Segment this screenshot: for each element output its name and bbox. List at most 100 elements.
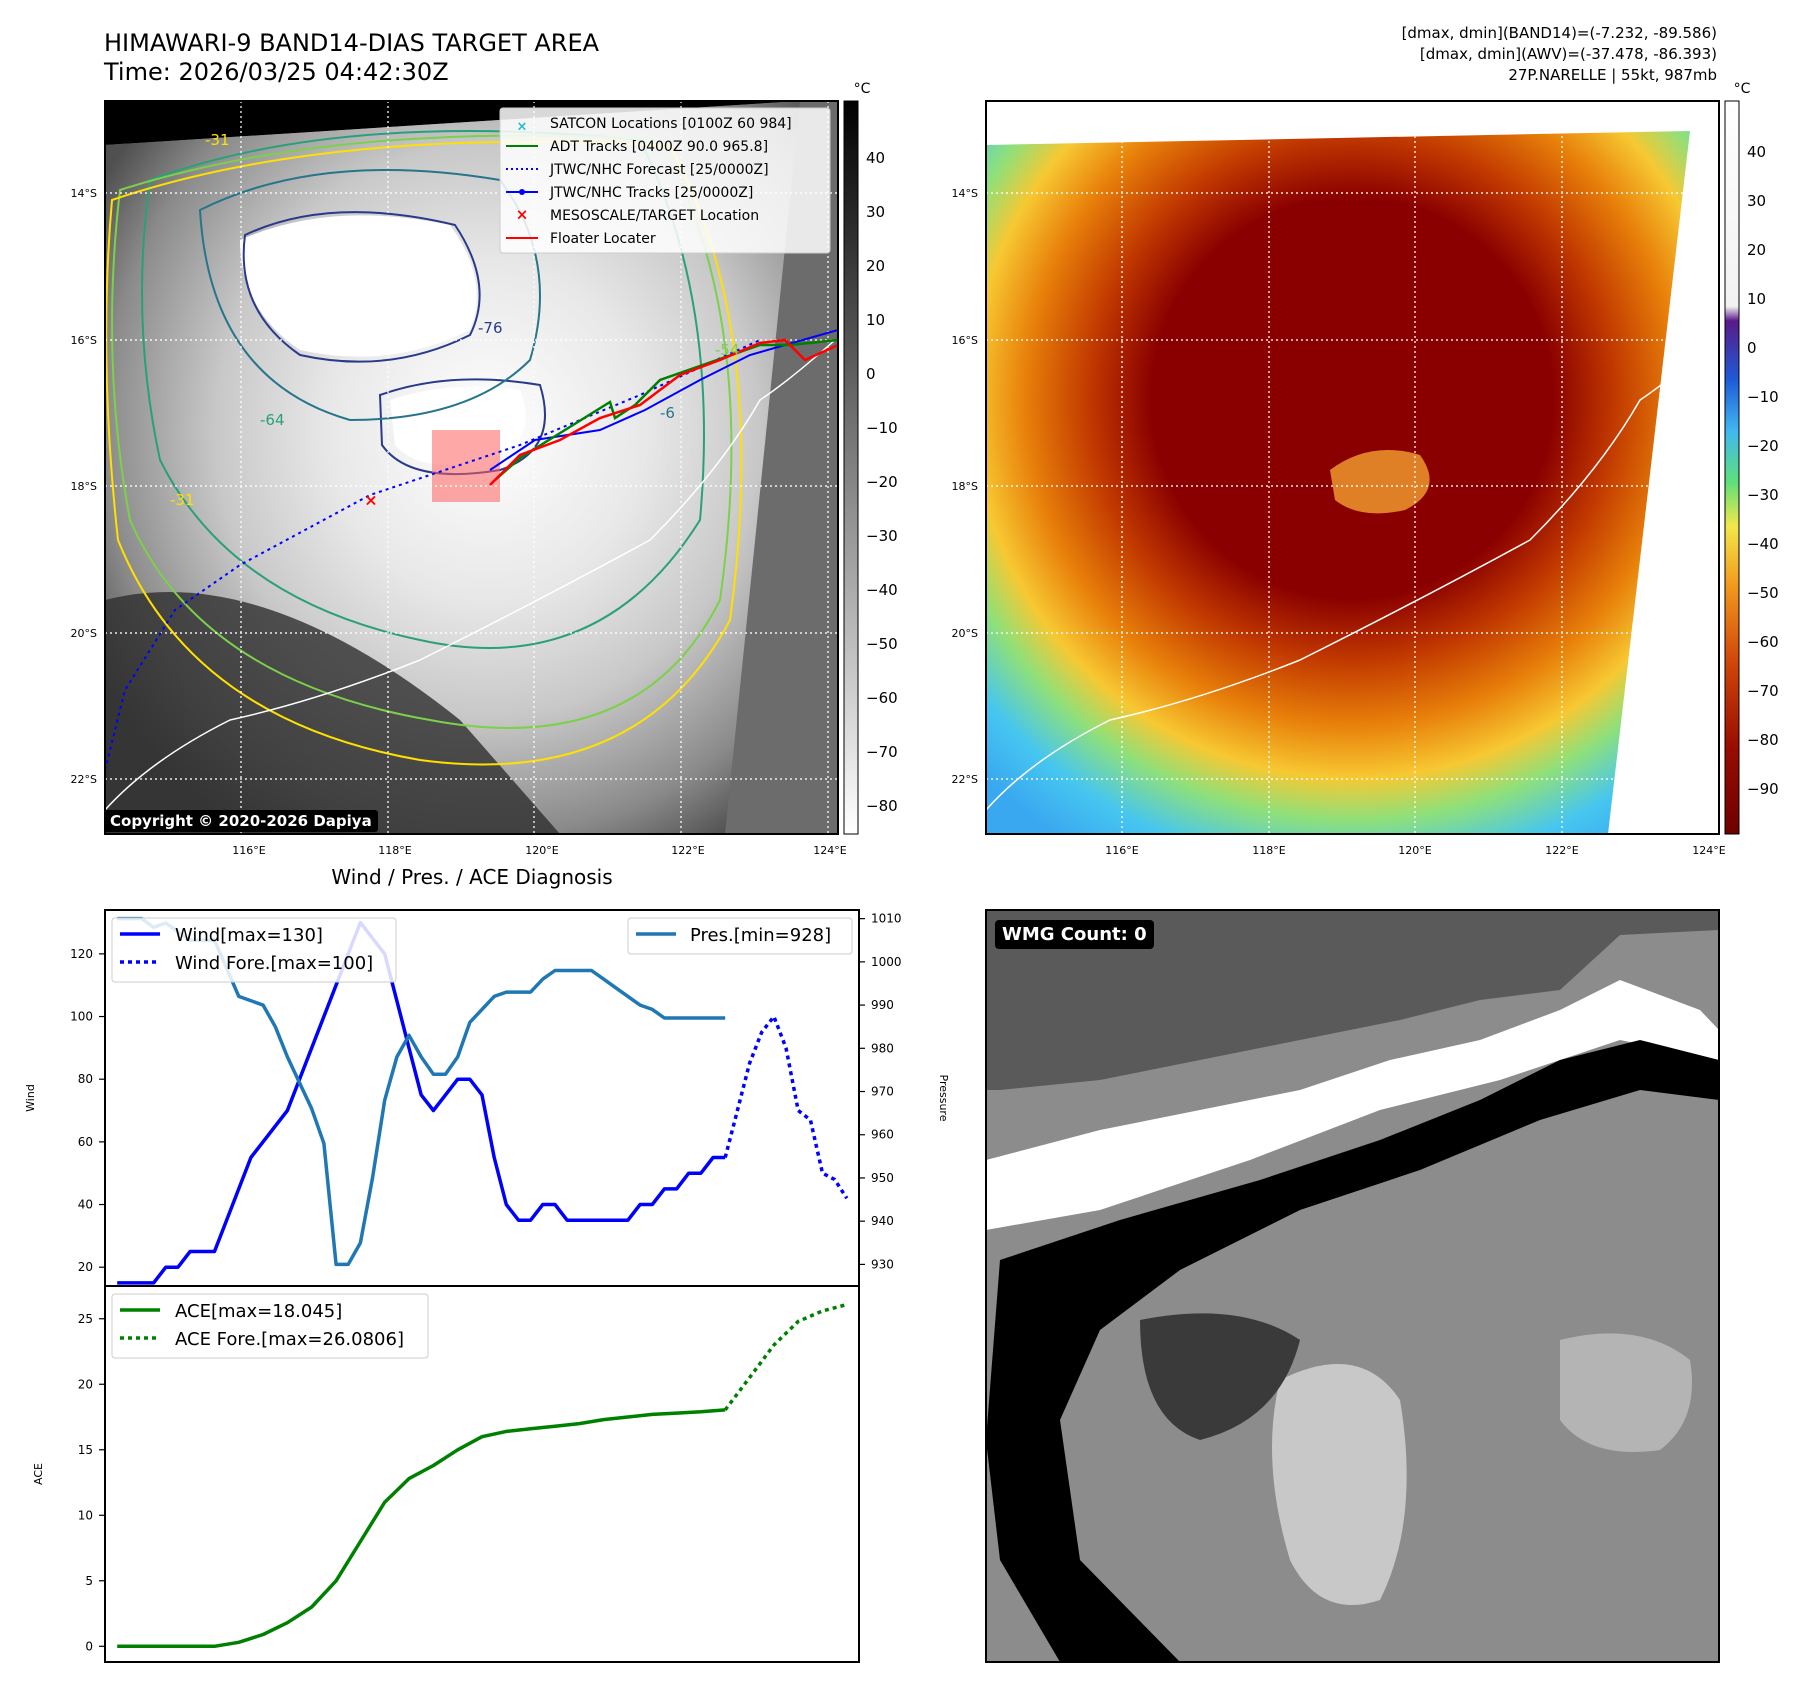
lon-label-124e: 124°E: [813, 844, 846, 857]
ace-line: [117, 1408, 726, 1649]
legend-adt: ADT Tracks [0400Z 90.0 965.8]: [550, 139, 768, 155]
pressure-legend: Pres.[min=928]: [627, 917, 853, 955]
left-cbar-tick-0: 0: [866, 365, 876, 383]
wind-axis-label: Wind: [24, 1084, 37, 1112]
lat-label-22s: 22°S: [71, 773, 97, 786]
left-cbar-tick-m80: −80: [866, 797, 898, 815]
right-cbar-tick-40: 40: [1747, 143, 1766, 161]
right-cbar-tick-0: 0: [1747, 339, 1757, 357]
legend-box: [499, 107, 831, 254]
right-lat-label-20s: 20°S: [952, 627, 978, 640]
legend-jtwc-tracks: JTWC/NHC Tracks [25/0000Z]: [549, 185, 753, 201]
right-cbar-tick-m10: −10: [1747, 388, 1779, 406]
right-coastline: [986, 339, 1717, 811]
right-cbar-tick-20: 20: [1747, 241, 1766, 259]
awv-map: [985, 100, 1720, 835]
right-colorbar-scale: [1724, 100, 1740, 835]
wind-legend: Wind[max=130] Wind Fore.[max=100]: [111, 917, 397, 983]
left-cbar-tick-m60: −60: [866, 689, 898, 707]
lon-label-116e: 116°E: [232, 844, 265, 857]
ace-legend-box: [111, 1293, 429, 1359]
ace-tick-label: 0: [85, 1639, 93, 1653]
ace-tick-label: 5: [85, 1574, 93, 1588]
lon-label-120e: 120°E: [525, 844, 558, 857]
ace-tick-label: 20: [78, 1377, 93, 1391]
band14-stats: [dmax, dmin](BAND14)=(-7.232, -89.586): [1402, 24, 1717, 42]
right-colorbar-ticks: 40 30 20 10 0 −10 −20 −30 −40 −50 −60 −7…: [1747, 143, 1779, 798]
ace-legend: ACE[max=18.045] ACE Fore.[max=26.0806]: [111, 1293, 429, 1359]
jtwc-best-track: [489, 329, 838, 471]
awv-stats: [dmax, dmin](AWV)=(-37.478, -86.393): [1420, 45, 1717, 63]
contour-label-6: -31: [170, 491, 195, 509]
lon-label-122e: 122°E: [671, 844, 704, 857]
right-map-frame: [985, 100, 1720, 835]
contour-label-4: -54: [715, 341, 740, 359]
contour-label-3: -64: [260, 411, 285, 429]
left-cbar-tick-m50: −50: [866, 635, 898, 653]
cold-cloud-top: [240, 215, 477, 357]
right-cbar-tick-m80: −80: [1747, 731, 1779, 749]
wind-tick-label: 40: [78, 1198, 93, 1212]
wmg-count-badge: WMG Count: 0: [995, 920, 1154, 949]
pressure-tick-label: 1000: [871, 955, 902, 969]
target-x-icon: ×: [516, 206, 529, 224]
legend-satcon: SATCON Locations [0100Z 60 984]: [550, 116, 792, 132]
right-lat-label-22s: 22°S: [952, 773, 978, 786]
pressure-tick-label: 980: [871, 1041, 894, 1055]
right-cbar-tick-10: 10: [1747, 290, 1766, 308]
pressure-tick-label: 970: [871, 1085, 894, 1099]
wmg-core-highlight: [1272, 1364, 1407, 1605]
ace-tick-label: 10: [78, 1508, 93, 1522]
left-colorbar-ticks: 40 30 20 10 0 −10 −20 −30 −40 −50 −60 −7…: [866, 149, 898, 815]
left-cbar-tick-m70: −70: [866, 743, 898, 761]
contour-cold: [242, 211, 481, 363]
clear-sky-area: [105, 592, 560, 834]
contour-label-5: -6: [660, 404, 675, 422]
wind-line: [117, 920, 726, 1285]
legend-mesoscale: MESOSCALE/TARGET Location: [550, 208, 759, 224]
adt-track: [494, 338, 838, 481]
right-map-lat-labels: 14°S 16°S 18°S 20°S 22°S: [952, 187, 978, 786]
lat-label-16s: 16°S: [71, 334, 97, 347]
mesoscale-target-marker: ×: [364, 491, 377, 510]
left-cbar-tick-10: 10: [866, 311, 885, 329]
track-dot-icon: [519, 189, 525, 195]
legend-floater: Floater Locater: [550, 231, 656, 247]
map-legend: × SATCON Locations [0100Z 60 984] ADT Tr…: [499, 107, 831, 254]
left-cbar-tick-20: 20: [866, 257, 885, 275]
target-box: [432, 430, 500, 502]
pressure-axis-label: Pressure: [937, 1075, 950, 1122]
map-frame: [104, 100, 839, 835]
diagnosis-title: Wind / Pres. / ACE Diagnosis: [331, 865, 612, 889]
wind-tick-label: 20: [78, 1260, 93, 1274]
right-cbar-tick-m30: −30: [1747, 486, 1779, 504]
left-colorbar-unit: °C: [854, 81, 871, 97]
left-cbar-tick-m10: −10: [866, 419, 898, 437]
right-cbar-tick-m70: −70: [1747, 682, 1779, 700]
left-colorbar-scale: [843, 100, 859, 835]
left-colorbar: °C 40 30 20 10 0 −10 −20 −30 −40 −50 −60…: [843, 81, 898, 835]
wmg-secondary-highlight: [1560, 1333, 1692, 1452]
pressure-tick-label: 950: [871, 1171, 894, 1185]
wind-fore-legend-label: Wind Fore.[max=100]: [175, 953, 373, 974]
left-cbar-tick-m20: −20: [866, 473, 898, 491]
right-map-lon-labels: 116°E 118°E 120°E 122°E 124°E: [1105, 844, 1725, 857]
wind-legend-box: [111, 917, 397, 983]
floater-track: [489, 338, 838, 486]
right-cbar-tick-m20: −20: [1747, 437, 1779, 455]
lon-label-118e: 118°E: [378, 844, 411, 857]
wmg-frame: [985, 909, 1720, 1663]
contour-label-1: -31: [205, 131, 230, 149]
wind-tick-label: 120: [70, 947, 93, 961]
ace-fore-legend-label: ACE Fore.[max=26.0806]: [175, 1329, 404, 1350]
lat-label-14s: 14°S: [71, 187, 97, 200]
pressure-legend-label: Pres.[min=928]: [690, 925, 831, 946]
right-cbar-tick-m50: −50: [1747, 584, 1779, 602]
right-lon-label-120e: 120°E: [1398, 844, 1431, 857]
left-cbar-tick-m40: −40: [866, 581, 898, 599]
ace-legend-label: ACE[max=18.045]: [175, 1301, 342, 1322]
pressure-tick-label: 990: [871, 998, 894, 1012]
contour-label-2: -76: [478, 319, 503, 337]
left-cbar-tick-m30: −30: [866, 527, 898, 545]
